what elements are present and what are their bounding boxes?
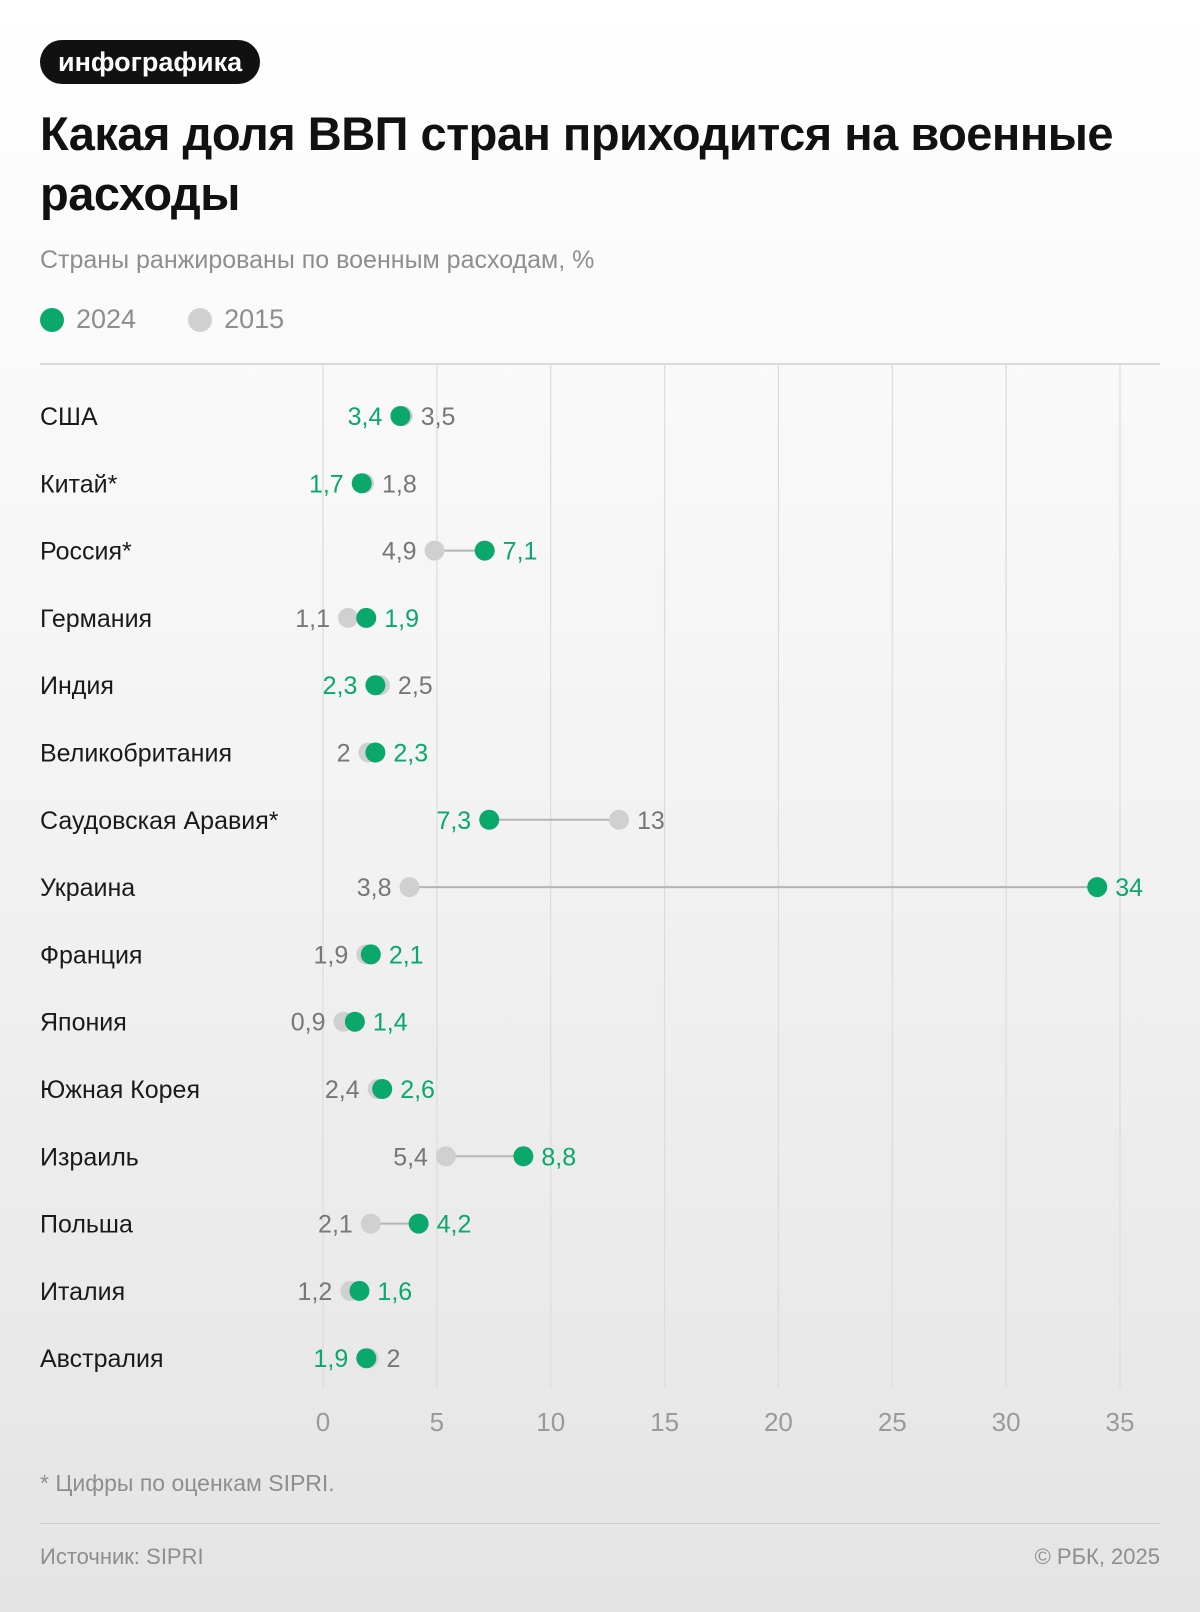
category-label: Австралия	[40, 1345, 164, 1373]
value-label-2015: 3,5	[421, 403, 456, 431]
x-tick-label: 20	[764, 1407, 793, 1437]
copyright-text: © РБК, 2025	[1034, 1544, 1160, 1569]
point-2024	[344, 1011, 365, 1032]
category-label: Великобритания	[40, 740, 232, 768]
legend-item-2015: 2015	[188, 304, 284, 335]
footer-divider	[40, 1523, 1160, 1524]
x-tick-label: 0	[316, 1407, 330, 1437]
point-2024	[356, 1348, 377, 1369]
value-label-2015: 2,5	[398, 672, 433, 700]
value-label-2024: 1,4	[373, 1009, 408, 1037]
value-label-2015: 1,2	[298, 1278, 333, 1306]
value-label-2015: 4,9	[382, 538, 417, 566]
point-2024	[1087, 877, 1108, 898]
x-tick-label: 5	[430, 1407, 444, 1437]
value-label-2015: 1,9	[314, 941, 349, 969]
value-label-2015: 2	[387, 1345, 401, 1373]
x-tick-label: 30	[992, 1407, 1021, 1437]
point-2024	[360, 944, 381, 965]
point-2024	[390, 406, 411, 426]
point-2024	[356, 607, 377, 628]
point-2024	[372, 1079, 393, 1099]
legend-item-2024: 2024	[40, 304, 136, 335]
point-2024	[474, 540, 495, 561]
point-2024	[408, 1213, 429, 1234]
value-label-2024: 8,8	[541, 1143, 576, 1171]
value-label-2024: 2,3	[393, 740, 428, 768]
legend-label-2015: 2015	[224, 304, 285, 334]
value-label-2015: 5,4	[393, 1143, 428, 1171]
value-label-2015: 1,1	[295, 605, 330, 633]
value-label-2024: 4,2	[437, 1211, 472, 1239]
source-text: Источник: SIPRI	[40, 1544, 204, 1569]
point-2024	[479, 809, 500, 830]
page-title: Какая доля ВВП стран приходится на военн…	[40, 107, 1114, 220]
value-label-2015: 1,8	[382, 470, 417, 498]
legend-dot-2024	[40, 307, 64, 332]
dumbbell-chart: 0 5 10 15 20 25 30 35 США 3,4 3,5 Китай* 1,7 1,8 Росси…	[40, 363, 1160, 1437]
category-tag: инфографика	[40, 40, 261, 84]
x-tick-label: 10	[536, 1407, 565, 1437]
point-2015	[435, 1146, 456, 1167]
x-tick-label: 15	[650, 1407, 679, 1437]
category-label: Саудовская Аравия*	[40, 807, 279, 835]
x-tick-label: 35	[1106, 1407, 1135, 1437]
value-label-2015: 0,9	[291, 1009, 326, 1037]
category-label: Италия	[40, 1278, 125, 1306]
category-label: Германия	[40, 605, 152, 633]
legend-label-2024: 2024	[76, 304, 137, 334]
legend-dot-2015	[188, 307, 213, 332]
category-label: Франция	[40, 941, 142, 969]
category-label: Польша	[40, 1211, 133, 1239]
value-label-2024: 1,9	[314, 1345, 349, 1373]
value-label-2024: 1,6	[377, 1278, 412, 1306]
point-2024	[513, 1146, 534, 1167]
value-label-2015: 2	[337, 740, 351, 768]
category-label: Украина	[40, 874, 135, 902]
chart-legend: 2024 2015	[40, 304, 336, 335]
category-label: Индия	[40, 672, 114, 700]
footnote: * Цифры по оценкам SIPRI.	[40, 1470, 335, 1496]
category-label: Россия*	[40, 538, 132, 566]
point-2024	[349, 1280, 370, 1301]
category-label: Китай*	[40, 470, 118, 498]
point-2024	[351, 473, 372, 494]
value-label-2024: 2,3	[323, 672, 358, 700]
point-2024	[365, 675, 386, 696]
point-2015	[360, 1213, 381, 1234]
point-2015	[399, 877, 420, 898]
category-label: США	[40, 403, 98, 431]
value-label-2024: 2,1	[389, 941, 424, 969]
value-label-2024: 2,6	[400, 1076, 435, 1104]
point-2024	[365, 742, 386, 763]
point-2015	[338, 607, 359, 628]
category-label: Израиль	[40, 1143, 139, 1171]
point-2015	[609, 809, 630, 830]
point-2015	[424, 540, 445, 561]
value-label-2024: 34	[1115, 874, 1143, 902]
value-label-2024: 7,1	[503, 538, 538, 566]
x-tick-label: 25	[878, 1407, 907, 1437]
value-label-2024: 7,3	[436, 807, 471, 835]
value-label-2015: 3,8	[357, 874, 392, 902]
value-label-2024: 1,9	[384, 605, 419, 633]
value-label-2024: 1,7	[309, 470, 344, 498]
value-label-2015: 2,1	[318, 1211, 353, 1239]
category-label: Япония	[40, 1009, 127, 1037]
value-label-2015: 13	[637, 807, 665, 835]
value-label-2015: 2,4	[325, 1076, 360, 1104]
value-label-2024: 3,4	[348, 403, 383, 431]
category-label: Южная Корея	[40, 1076, 200, 1104]
chart-subtitle: Страны ранжированы по военным расходам, …	[40, 246, 595, 274]
